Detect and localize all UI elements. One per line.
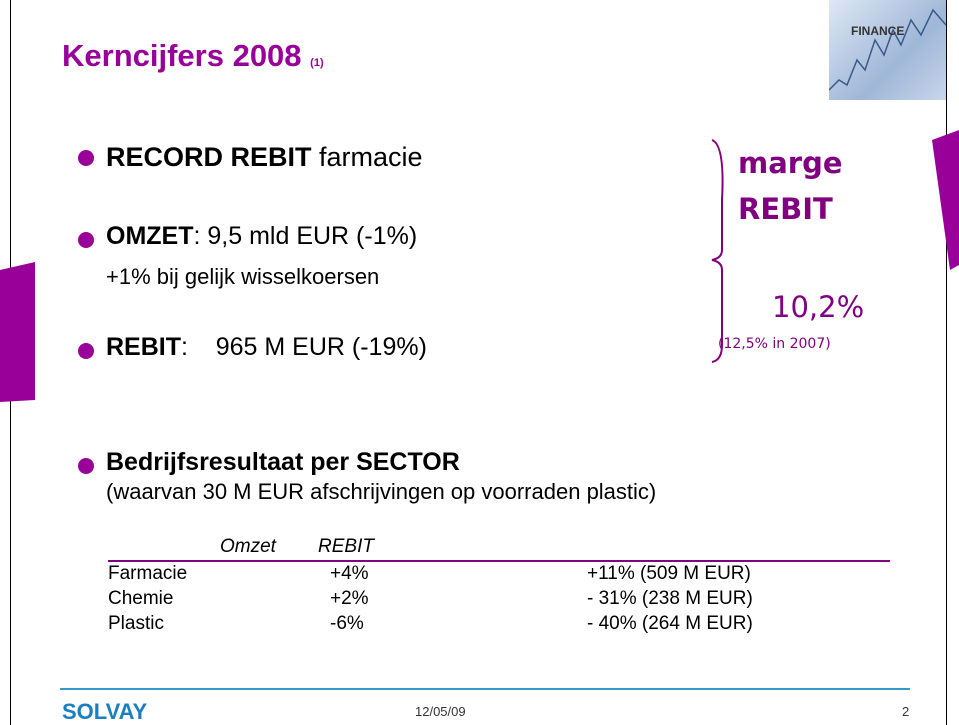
bullet-text: REBIT: 965 M EUR (-19%) [106, 333, 427, 362]
table-cell: - 40% (264 M EUR) [587, 613, 753, 634]
finance-graph [829, 8, 946, 91]
bullet-subtext: +1% bij gelijk wisselkoersen [106, 264, 380, 289]
bullet [78, 232, 94, 248]
brand: SOLVAY [62, 699, 148, 724]
side-line1: marge [738, 146, 843, 180]
table-cell: Plastic [108, 613, 164, 634]
side-value: 10,2% [772, 290, 865, 324]
table-cell: Chemie [108, 588, 174, 609]
table-cell: +2% [330, 588, 369, 609]
side-note: (12,5% in 2007) [718, 336, 831, 352]
table-cell: Farmacie [108, 563, 188, 584]
bullet-text: RECORD REBIT farmacie [106, 142, 423, 173]
table-cell: - 31% (238 M EUR) [587, 588, 753, 609]
table-header: Omzet [220, 536, 276, 557]
title: Kerncijfers 2008 (1) [62, 38, 324, 74]
text: farmacie [311, 142, 423, 172]
bullet-text: OMZET: 9,5 mld EUR (-1%) [106, 222, 417, 251]
table-cell: +4% [330, 563, 369, 584]
sector-note: (waarvan 30 M EUR afschrijvingen op voor… [106, 479, 657, 504]
bold: OMZET [106, 222, 194, 250]
page-number: 2 [902, 704, 910, 719]
right-bar [932, 130, 959, 270]
bold: RECORD REBIT [106, 142, 312, 172]
bold: REBIT [106, 333, 181, 361]
sector-title: Bedrijfsresultaat per SECTOR [106, 448, 460, 476]
left-bar [0, 262, 35, 402]
image-label: FINANCE [851, 24, 905, 38]
title-note: (1) [310, 57, 324, 69]
table-cell: -6% [330, 613, 364, 634]
text: : 965 M EUR (-19%) [181, 333, 427, 361]
text: : 9,5 mld EUR (-1%) [193, 222, 418, 250]
bullet [78, 458, 94, 474]
frame-right [946, 0, 947, 725]
date: 12/05/09 [415, 704, 466, 719]
bullet [78, 150, 94, 166]
title-text: Kerncijfers 2008 [62, 38, 302, 73]
table-header: REBIT [318, 536, 374, 557]
side-line2: REBIT [738, 192, 833, 226]
bullet [78, 343, 94, 359]
finance-image: FINANCE [829, 0, 946, 100]
table-cell: +11% (509 M EUR) [587, 563, 751, 584]
brace [711, 139, 724, 363]
